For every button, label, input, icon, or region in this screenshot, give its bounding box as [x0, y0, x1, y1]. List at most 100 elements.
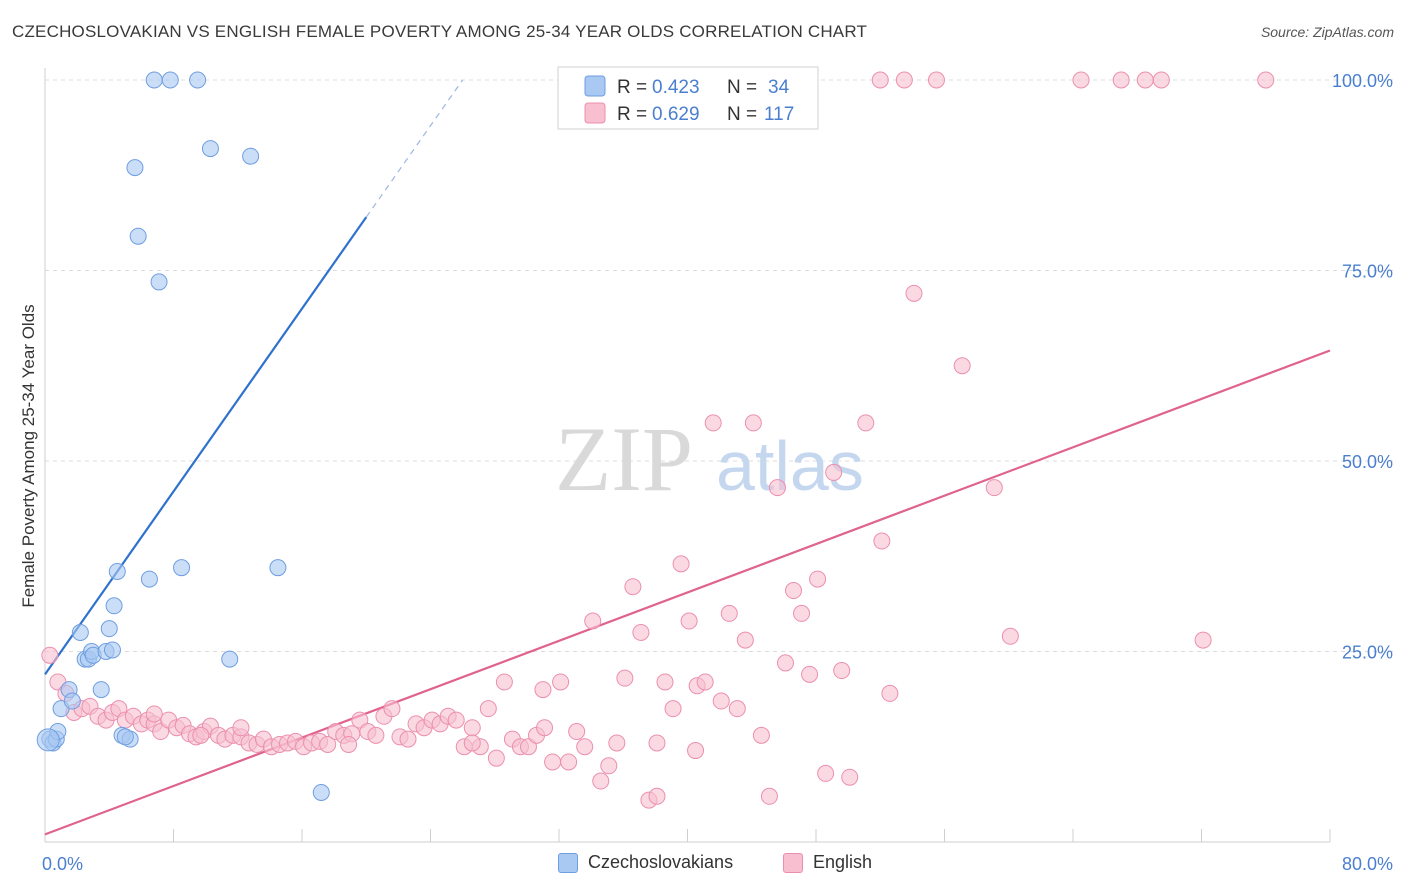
axes: [44, 68, 1331, 843]
point-czechoslovakians-14: [100, 620, 118, 638]
point-english-64: [536, 719, 554, 737]
point-english-92: [760, 787, 778, 805]
point-english-107: [953, 357, 971, 375]
point-english-111: [871, 71, 889, 89]
legend-item-english: English: [783, 852, 872, 873]
point-english-116: [1136, 71, 1154, 89]
point-english-86: [712, 692, 730, 710]
point-english-69: [576, 738, 594, 756]
point-czechoslovakians-31: [312, 783, 330, 801]
point-czechoslovakians-19: [126, 159, 144, 177]
y-tick-label-2: 75.0%: [1342, 262, 1393, 282]
point-english-112: [895, 71, 913, 89]
point-english-68: [568, 723, 586, 741]
point-english-55: [463, 719, 481, 737]
point-english-95: [785, 582, 803, 600]
data-points: [36, 71, 1275, 809]
source-credit: Source: ZipAtlas.com: [1260, 24, 1394, 40]
legend-n-value-0: 34: [768, 77, 790, 98]
point-english-104: [873, 532, 891, 550]
point-czechoslovakians-27: [201, 140, 219, 158]
point-english-126: [145, 705, 163, 723]
point-czechoslovakians-cluster: [36, 728, 60, 752]
point-czechoslovakians-6: [63, 692, 81, 710]
point-english-103: [857, 414, 875, 432]
trend-english: [44, 349, 1331, 836]
point-english-101: [833, 662, 851, 680]
point-czechoslovakians-7: [71, 623, 89, 641]
point-english-119: [687, 742, 705, 760]
point-english-120: [534, 681, 552, 699]
point-english-113: [927, 71, 945, 89]
legend-swatch-czechoslovakians: [558, 852, 578, 873]
y-axis-label: Female Poverty Among 25-34 Year Olds: [19, 304, 38, 607]
point-czechoslovakians-22: [145, 71, 163, 89]
point-czechoslovakians-12: [92, 681, 110, 699]
point-english-123: [340, 735, 358, 753]
point-english-37: [319, 735, 337, 753]
point-czechoslovakians-25: [173, 559, 191, 577]
point-english-90: [744, 414, 762, 432]
y-tick-label-1: 50.0%: [1342, 452, 1393, 472]
point-english-80: [664, 700, 682, 718]
point-czechoslovakians-33: [103, 641, 121, 659]
x-tick-label-1: 80.0%: [1342, 854, 1393, 874]
point-english-109: [1001, 627, 1019, 645]
legend-r-label-0: R =: [617, 77, 647, 98]
point-english-124: [232, 719, 250, 737]
point-english-88: [728, 700, 746, 718]
y-tick-label-3: 100.0%: [1332, 71, 1393, 91]
point-english-75: [624, 578, 642, 596]
point-english-67: [560, 753, 578, 771]
point-czechoslovakians-30: [269, 559, 287, 577]
point-english-72: [600, 757, 618, 775]
point-english-53: [447, 711, 465, 729]
zipatlas-watermark: ZIP atlas: [555, 408, 864, 510]
point-english-122: [648, 734, 666, 752]
y-tick-label-0: 25.0%: [1342, 643, 1393, 663]
legend-swatch-english: [584, 102, 606, 124]
point-english-106: [905, 284, 923, 302]
trend-lines: [44, 79, 1331, 836]
point-english-125: [192, 726, 210, 744]
legend-n-value-1: 117: [764, 104, 794, 125]
trend-czechoslovakians-extension: [365, 79, 464, 218]
point-english-99: [817, 764, 835, 782]
point-english-118: [1257, 71, 1275, 89]
x-tick-label-0: 0.0%: [42, 854, 83, 874]
point-english-98: [809, 570, 827, 588]
point-english-71: [592, 772, 610, 790]
legend-item-czechoslovakians: Czechoslovakians: [558, 852, 733, 873]
point-czechoslovakians-26: [189, 71, 207, 89]
point-english-45: [383, 700, 401, 718]
point-english-91: [752, 726, 770, 744]
point-english-74: [616, 669, 634, 687]
bottom-legend: Czechoslovakians English: [0, 852, 1406, 878]
point-czechoslovakians-29: [242, 147, 260, 165]
point-english-43: [367, 726, 385, 744]
point-english-89: [736, 631, 754, 649]
point-english-94: [776, 654, 794, 672]
point-english-47: [399, 730, 417, 748]
point-english-0: [41, 646, 59, 664]
point-english-87: [720, 604, 738, 622]
point-czechoslovakians-23: [150, 273, 168, 291]
point-english-117: [1152, 71, 1170, 89]
point-english-114: [1072, 71, 1090, 89]
legend-label-czechoslovakians: Czechoslovakians: [588, 852, 734, 872]
point-english-66: [552, 673, 570, 691]
point-czechoslovakians-15: [105, 597, 123, 615]
point-english-110: [1194, 631, 1212, 649]
point-english-58: [487, 749, 505, 767]
point-english-70: [584, 612, 602, 630]
legend-r-value-0: 0.423: [652, 77, 700, 98]
point-english-65: [544, 753, 562, 771]
point-english-115: [1112, 71, 1130, 89]
point-english-73: [608, 734, 626, 752]
legend-label-english: English: [813, 852, 873, 872]
stats-legend: R = 0.423 N = 34 R = 0.629 N = 117: [557, 66, 819, 130]
point-english-57: [479, 700, 497, 718]
trend-czechoslovakians: [44, 216, 368, 675]
grid-lines: [45, 79, 1393, 652]
